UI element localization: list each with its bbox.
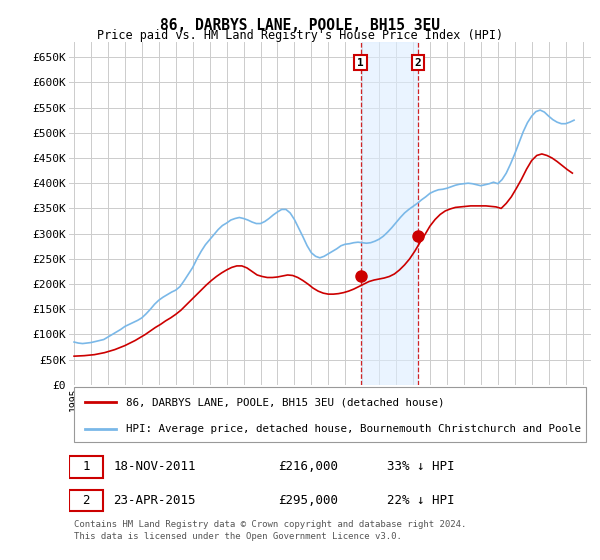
FancyBboxPatch shape <box>69 489 103 511</box>
Text: 1: 1 <box>357 58 364 68</box>
Bar <box>361 42 418 385</box>
FancyBboxPatch shape <box>74 388 586 442</box>
Text: 86, DARBYS LANE, POOLE, BH15 3EU: 86, DARBYS LANE, POOLE, BH15 3EU <box>160 18 440 32</box>
Text: 2: 2 <box>415 58 422 68</box>
Text: 33% ↓ HPI: 33% ↓ HPI <box>388 460 455 473</box>
Text: Contains HM Land Registry data © Crown copyright and database right 2024.
This d: Contains HM Land Registry data © Crown c… <box>74 520 467 542</box>
Text: 22% ↓ HPI: 22% ↓ HPI <box>388 494 455 507</box>
Text: 1: 1 <box>82 460 90 473</box>
Text: 23-APR-2015: 23-APR-2015 <box>113 494 196 507</box>
Text: 2: 2 <box>82 494 90 507</box>
Text: 86, DARBYS LANE, POOLE, BH15 3EU (detached house): 86, DARBYS LANE, POOLE, BH15 3EU (detach… <box>127 397 445 407</box>
Text: £216,000: £216,000 <box>278 460 338 473</box>
Text: 18-NOV-2011: 18-NOV-2011 <box>113 460 196 473</box>
FancyBboxPatch shape <box>69 456 103 478</box>
Text: HPI: Average price, detached house, Bournemouth Christchurch and Poole: HPI: Average price, detached house, Bour… <box>127 424 581 435</box>
Text: Price paid vs. HM Land Registry's House Price Index (HPI): Price paid vs. HM Land Registry's House … <box>97 29 503 43</box>
Text: £295,000: £295,000 <box>278 494 338 507</box>
